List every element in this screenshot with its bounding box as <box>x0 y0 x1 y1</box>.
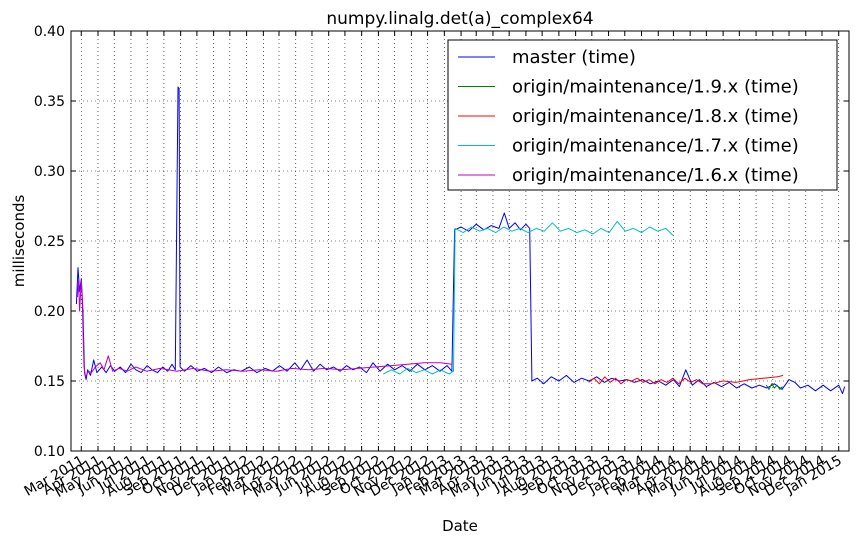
legend-label-5: origin/maintenance/1.6.x (time) <box>512 165 799 186</box>
legend-box <box>447 39 838 191</box>
y-tick-label: 0.20 <box>34 304 65 320</box>
series-line-5 <box>77 279 452 378</box>
legend-label-4: origin/maintenance/1.7.x (time) <box>512 136 799 157</box>
series-line-2 <box>765 383 783 390</box>
series-line-4 <box>383 220 674 375</box>
legend-label-2: origin/maintenance/1.9.x (time) <box>512 77 799 98</box>
y-tick-label: 0.30 <box>34 164 65 180</box>
y-tick-label: 0.40 <box>34 24 65 40</box>
y-tick-label: 0.35 <box>34 94 65 110</box>
legend-label-3: origin/maintenance/1.8.x (time) <box>512 106 799 127</box>
chart-title: numpy.linalg.det(a)_complex64 <box>326 9 593 29</box>
y-tick-label: 0.25 <box>34 234 65 250</box>
y-tick-label: 0.10 <box>34 444 65 460</box>
legend-label-1: master (time) <box>512 47 636 68</box>
series-layer <box>75 86 846 395</box>
x-axis-title: Date <box>442 517 478 535</box>
y-axis: 0.10 0.15 0.20 0.25 0.30 0.35 0.40 <box>34 24 849 460</box>
y-axis-title: milliseconds <box>10 195 28 288</box>
y-tick-label: 0.15 <box>34 374 65 390</box>
series-line-3 <box>588 374 784 385</box>
legend: master (time) origin/maintenance/1.9.x (t… <box>447 39 838 191</box>
